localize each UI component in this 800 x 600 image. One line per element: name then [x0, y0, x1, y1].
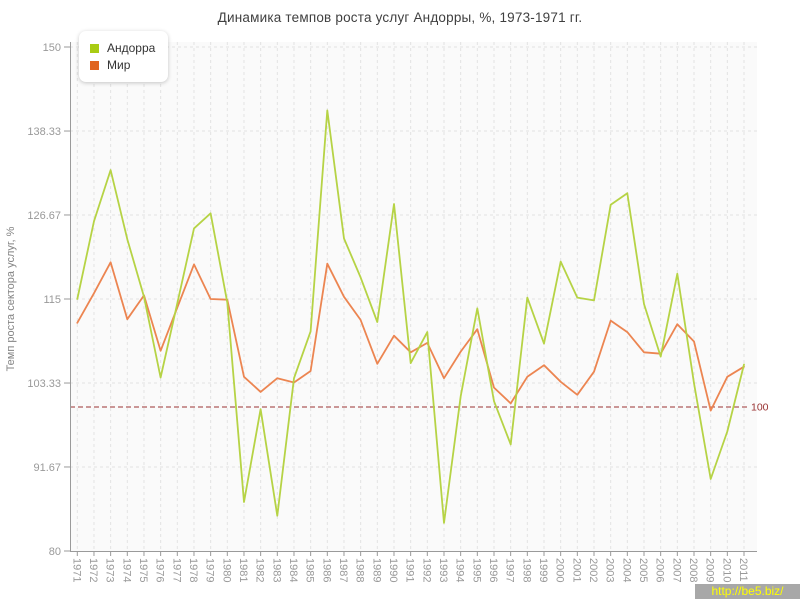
- x-tick-label-1975: 1975: [137, 558, 149, 582]
- x-tick-label-1993: 1993: [437, 558, 449, 582]
- x-tick-label-1981: 1981: [237, 558, 249, 582]
- legend-label-andorra: Андорра: [107, 41, 156, 55]
- x-tick-label-2008: 2008: [687, 558, 699, 582]
- x-tick-label-1974: 1974: [120, 558, 132, 582]
- x-tick-label-1997: 1997: [504, 558, 516, 582]
- x-tick-label-1999: 1999: [537, 558, 549, 582]
- plot-area: [70, 42, 757, 551]
- x-tick-label-2000: 2000: [554, 558, 566, 582]
- x-tick-label-1984: 1984: [287, 558, 299, 582]
- legend-item-andorra: Андорра: [90, 41, 155, 55]
- x-tick-label-1990: 1990: [387, 558, 399, 582]
- x-tick-label-1978: 1978: [187, 558, 199, 582]
- legend: Андорра Мир: [79, 31, 169, 82]
- axes: [64, 42, 757, 556]
- x-tick-label-2001: 2001: [570, 558, 582, 582]
- x-tick-label-2011: 2011: [737, 558, 749, 582]
- x-tick-label-2003: 2003: [604, 558, 616, 582]
- legend-label-mir: Мир: [107, 58, 131, 72]
- x-tick-label-2005: 2005: [637, 558, 649, 582]
- x-tick-label-1985: 1985: [304, 558, 316, 582]
- y-tick-label-138.33: 138.33: [27, 126, 61, 138]
- x-tick-label-1991: 1991: [404, 558, 416, 582]
- y-tick-label-150: 150: [43, 42, 61, 54]
- x-tick-label-1986: 1986: [320, 558, 332, 582]
- y-axis-title: Темп роста сектора услуг, %: [5, 226, 17, 371]
- legend-swatch-andorra: [90, 43, 99, 53]
- x-tick-label-2006: 2006: [654, 558, 666, 582]
- x-tick-label-2007: 2007: [670, 558, 682, 582]
- x-axis-labels: 1971 1972 1973 1974 1975 1976 1977 1978 1979 1980…: [70, 558, 749, 582]
- x-tick-label-1994: 1994: [454, 558, 466, 582]
- x-tick-label-1976: 1976: [154, 558, 166, 582]
- x-tick-label-2009: 2009: [704, 558, 716, 582]
- x-tick-label-1988: 1988: [354, 558, 366, 582]
- x-tick-label-1980: 1980: [220, 558, 232, 582]
- x-tick-label-1983: 1983: [270, 558, 282, 582]
- x-tick-label-1992: 1992: [420, 558, 432, 582]
- x-tick-label-1996: 1996: [487, 558, 499, 582]
- x-tick-label-1987: 1987: [337, 558, 349, 582]
- x-tick-label-1982: 1982: [254, 558, 266, 582]
- y-tick-label-115: 115: [43, 294, 61, 306]
- x-tick-label-2004: 2004: [620, 558, 632, 582]
- y-axis-labels: 150 138.33 126.67 115 103.33 91.67 80: [27, 42, 61, 558]
- x-tick-label-2010: 2010: [720, 558, 732, 582]
- y-tick-label-126.67: 126.67: [27, 210, 61, 222]
- x-tick-label-1989: 1989: [370, 558, 382, 582]
- x-tick-label-1995: 1995: [470, 558, 482, 582]
- x-tick-label-1998: 1998: [520, 558, 532, 582]
- series-lines: [76, 109, 745, 524]
- x-tick-label-1973: 1973: [104, 558, 116, 582]
- y-tick-label-103.33: 103.33: [27, 378, 61, 390]
- plot-background: [70, 42, 757, 551]
- x-tick-label-1971: 1971: [70, 558, 82, 582]
- series-line-mir: [76, 261, 745, 412]
- y-tick-label-91.67: 91.67: [33, 462, 61, 474]
- reference-line-label: 100: [751, 402, 769, 414]
- x-tick-label-1972: 1972: [87, 558, 99, 582]
- x-tick-label-1979: 1979: [204, 558, 216, 582]
- watermark-link: http://be5.biz/: [695, 584, 800, 599]
- x-tick-label-2002: 2002: [587, 558, 599, 582]
- series-line-andorra: [76, 109, 745, 524]
- legend-swatch-mir: [90, 60, 99, 70]
- x-tick-label-1977: 1977: [170, 558, 182, 582]
- y-tick-label-80: 80: [49, 546, 61, 558]
- legend-item-mir: Мир: [90, 58, 155, 72]
- chart-title: Динамика темпов роста услуг Андорры, %, …: [217, 10, 583, 25]
